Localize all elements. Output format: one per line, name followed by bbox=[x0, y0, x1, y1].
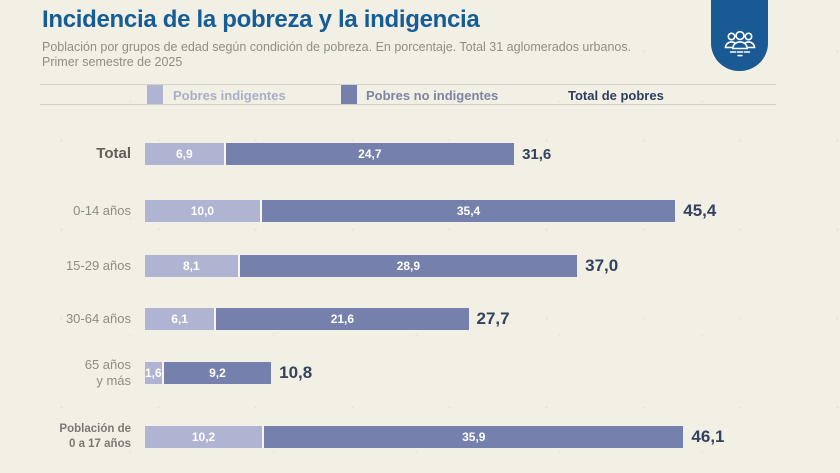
legend-label-pobres-no-indigentes: Pobres no indigentes bbox=[366, 88, 499, 103]
bar-segment-no-indigentes: 35,9 bbox=[264, 426, 684, 448]
bar-value-label: 21,6 bbox=[330, 312, 355, 326]
bar-value-label: 35,4 bbox=[456, 204, 481, 218]
bar-total-label: 37,0 bbox=[585, 256, 619, 275]
bar-total-label: 45,4 bbox=[683, 201, 717, 220]
publisher-badge bbox=[711, 0, 768, 71]
bar-segment-no-indigentes: 21,6 bbox=[216, 308, 469, 330]
legend-label-total-de-pobres: Total de pobres bbox=[568, 88, 664, 103]
bar-segment-indigentes: 8,1 bbox=[145, 255, 240, 277]
bar-total-label: 46,1 bbox=[691, 427, 725, 446]
bar-value-label: 1,6 bbox=[145, 366, 162, 380]
chart-row-0-14: 0-14 años 10,0 35,4 45,4 bbox=[0, 200, 840, 222]
stacked-bar-chart: Total 6,9 24,7 31,6 0-14 años 10,0 35,4 … bbox=[0, 143, 840, 450]
legend-swatch-pobres-indigentes bbox=[147, 85, 163, 104]
bar-segment-indigentes: 1,6 bbox=[145, 362, 164, 384]
bar-segment-no-indigentes: 24,7 bbox=[225, 143, 515, 165]
bar-value-label: 24,7 bbox=[358, 147, 382, 161]
category-label: Población de 0 a 17 años bbox=[59, 423, 131, 450]
bar-total-label: 27,7 bbox=[476, 309, 510, 328]
bar-value-label: 28,9 bbox=[396, 259, 421, 273]
bar-value-label: 10,2 bbox=[191, 430, 216, 444]
chart-row-poblacion-0-17: Población de 0 a 17 años 10,2 35,9 46,1 bbox=[0, 423, 840, 450]
bar-value-label: 9,2 bbox=[209, 366, 226, 380]
bar-segment-indigentes: 6,9 bbox=[145, 143, 226, 165]
bar-segment-no-indigentes: 35,4 bbox=[261, 200, 676, 222]
bar-value-label: 8,1 bbox=[182, 259, 200, 273]
chart-row-30-64: 30-64 años 6,1 21,6 27,7 bbox=[0, 308, 840, 330]
subtitle-line-2: Primer semestre de 2025 bbox=[42, 54, 183, 69]
bar-segment-no-indigentes: 9,2 bbox=[163, 362, 272, 384]
bar-segment-indigentes: 10,0 bbox=[145, 200, 262, 222]
category-label: Total bbox=[96, 145, 131, 162]
legend-label-pobres-indigentes: Pobres indigentes bbox=[173, 88, 286, 103]
people-group-icon bbox=[724, 30, 755, 57]
category-label: 15-29 años bbox=[65, 258, 131, 274]
page-title: Incidencia de la pobreza y la indigencia bbox=[42, 6, 480, 33]
subtitle-line-1: Población por grupos de edad según condi… bbox=[42, 40, 632, 54]
bar-value-label: 6,9 bbox=[175, 147, 193, 161]
bar-segment-indigentes: 10,2 bbox=[145, 426, 265, 448]
chart-legend: Pobres indigentes Pobres no indigentes T… bbox=[40, 84, 776, 105]
category-label: 0-14 años bbox=[73, 203, 131, 219]
chart-row-15-29: 15-29 años 8,1 28,9 37,0 bbox=[0, 255, 840, 277]
bar-value-label: 35,9 bbox=[462, 430, 486, 444]
bar-segment-no-indigentes: 28,9 bbox=[239, 255, 578, 277]
bar-value-label: 10,0 bbox=[190, 204, 215, 218]
bar-total-label: 10,8 bbox=[279, 363, 313, 382]
page-subtitle: Población por grupos de edad según condi… bbox=[42, 40, 631, 70]
category-label: 30-64 años bbox=[65, 311, 131, 327]
legend-swatch-pobres-no-indigentes bbox=[341, 85, 357, 104]
bar-segment-indigentes: 6,1 bbox=[145, 308, 217, 330]
chart-row-65-y-mas: 65 años y más 1,6 9,2 10,8 bbox=[0, 357, 840, 388]
bar-value-label: 6,1 bbox=[171, 312, 188, 326]
bar-total-label: 31,6 bbox=[522, 145, 552, 163]
category-label: 65 años y más bbox=[84, 357, 131, 388]
chart-row-total: Total 6,9 24,7 31,6 bbox=[0, 143, 840, 165]
